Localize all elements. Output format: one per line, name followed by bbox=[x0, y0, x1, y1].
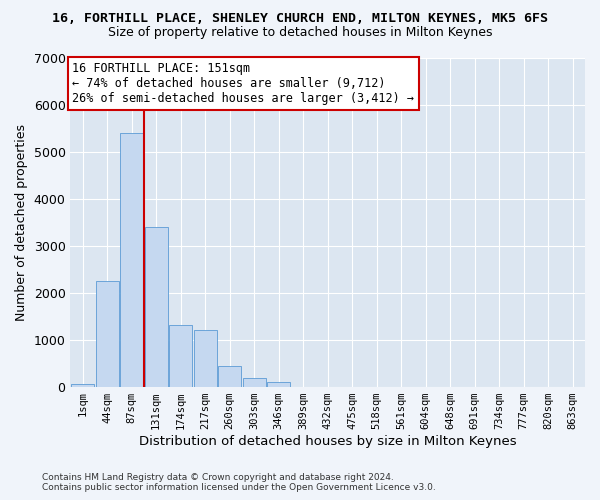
Text: 16 FORTHILL PLACE: 151sqm
← 74% of detached houses are smaller (9,712)
26% of se: 16 FORTHILL PLACE: 151sqm ← 74% of detac… bbox=[73, 62, 415, 105]
Bar bbox=[145, 226, 168, 386]
Bar bbox=[95, 281, 119, 386]
Text: Contains HM Land Registry data © Crown copyright and database right 2024.
Contai: Contains HM Land Registry data © Crown c… bbox=[42, 473, 436, 492]
Text: 16, FORTHILL PLACE, SHENLEY CHURCH END, MILTON KEYNES, MK5 6FS: 16, FORTHILL PLACE, SHENLEY CHURCH END, … bbox=[52, 12, 548, 26]
Bar bbox=[194, 330, 217, 386]
Bar bbox=[267, 382, 290, 386]
Bar bbox=[71, 384, 94, 386]
Bar bbox=[169, 326, 193, 386]
Bar bbox=[242, 378, 266, 386]
X-axis label: Distribution of detached houses by size in Milton Keynes: Distribution of detached houses by size … bbox=[139, 434, 517, 448]
Bar bbox=[120, 132, 143, 386]
Text: Size of property relative to detached houses in Milton Keynes: Size of property relative to detached ho… bbox=[108, 26, 492, 39]
Bar bbox=[218, 366, 241, 386]
Y-axis label: Number of detached properties: Number of detached properties bbox=[15, 124, 28, 320]
